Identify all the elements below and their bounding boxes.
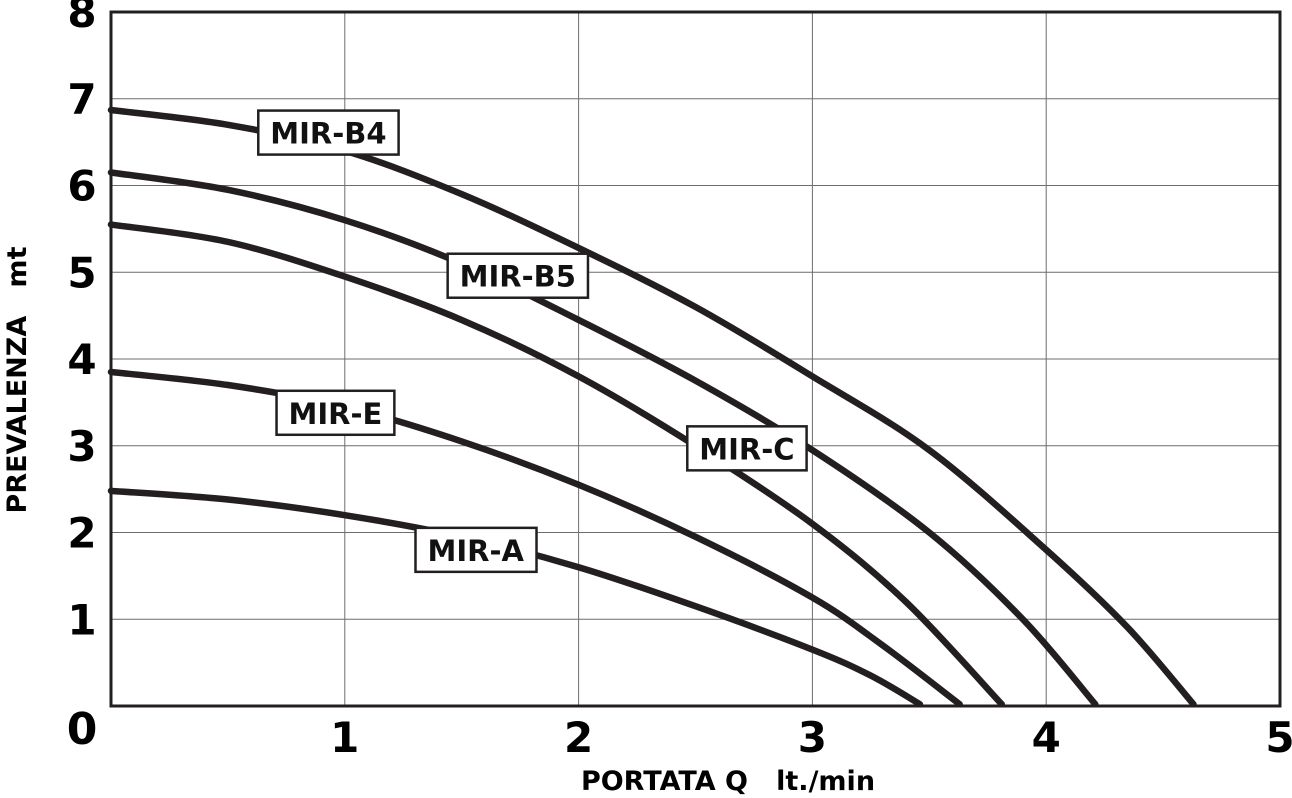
curve-mir-b5 bbox=[107, 169, 1099, 708]
x-axis-label: PORTATA Q lt./min bbox=[581, 766, 875, 797]
y-tick-label: 7 bbox=[67, 75, 96, 124]
label-box bbox=[257, 109, 400, 156]
label-mir-c: MIR-C bbox=[686, 425, 808, 472]
curve-mir-e bbox=[107, 368, 963, 708]
label-text: MIR-A bbox=[427, 534, 524, 568]
label-text: MIR-B4 bbox=[270, 117, 386, 151]
curve-mir-a bbox=[107, 487, 924, 708]
label-box bbox=[446, 252, 590, 299]
y-tick-label: 1 bbox=[67, 595, 96, 644]
x-tick-label: 3 bbox=[798, 713, 827, 762]
curves bbox=[107, 106, 1197, 708]
x-tick-label: 4 bbox=[1032, 713, 1061, 762]
y-tick-label: 4 bbox=[67, 335, 96, 384]
label-box bbox=[414, 526, 538, 574]
y-tick-label: 2 bbox=[67, 509, 96, 558]
origin-tick-label: 0 bbox=[67, 704, 98, 755]
label-text: MIR-B5 bbox=[460, 260, 576, 294]
plot-frame bbox=[109, 10, 1282, 708]
y-tick-label: 8 bbox=[67, 0, 96, 37]
y-tick-label: 6 bbox=[67, 162, 96, 211]
label-box bbox=[275, 389, 396, 437]
y-tick-label: 5 bbox=[67, 248, 96, 297]
label-mir-e: MIR-E bbox=[275, 389, 396, 437]
y-axis-label: PREVALENZA mt bbox=[2, 246, 33, 513]
y-tick-label: 3 bbox=[67, 422, 96, 471]
grid bbox=[111, 12, 1280, 706]
label-box bbox=[686, 425, 808, 472]
x-tick-label: 1 bbox=[330, 713, 359, 762]
tick-labels: 1 2 3 4 5 0 1 2 3 4 5 6 7 8 bbox=[67, 0, 1292, 762]
label-mir-b4: MIR-B4 bbox=[257, 109, 400, 156]
x-tick-label: 5 bbox=[1265, 713, 1292, 762]
label-mir-a: MIR-A bbox=[414, 526, 538, 574]
label-mir-b5: MIR-B5 bbox=[446, 252, 590, 299]
curve-mir-c bbox=[107, 221, 1006, 708]
x-tick-label: 2 bbox=[564, 713, 593, 762]
curve-labels: MIR-B4 MIR-B5 MIR-C MIR-E MIR-A bbox=[257, 109, 808, 574]
label-text: MIR-E bbox=[289, 397, 383, 431]
label-text: MIR-C bbox=[699, 432, 794, 466]
